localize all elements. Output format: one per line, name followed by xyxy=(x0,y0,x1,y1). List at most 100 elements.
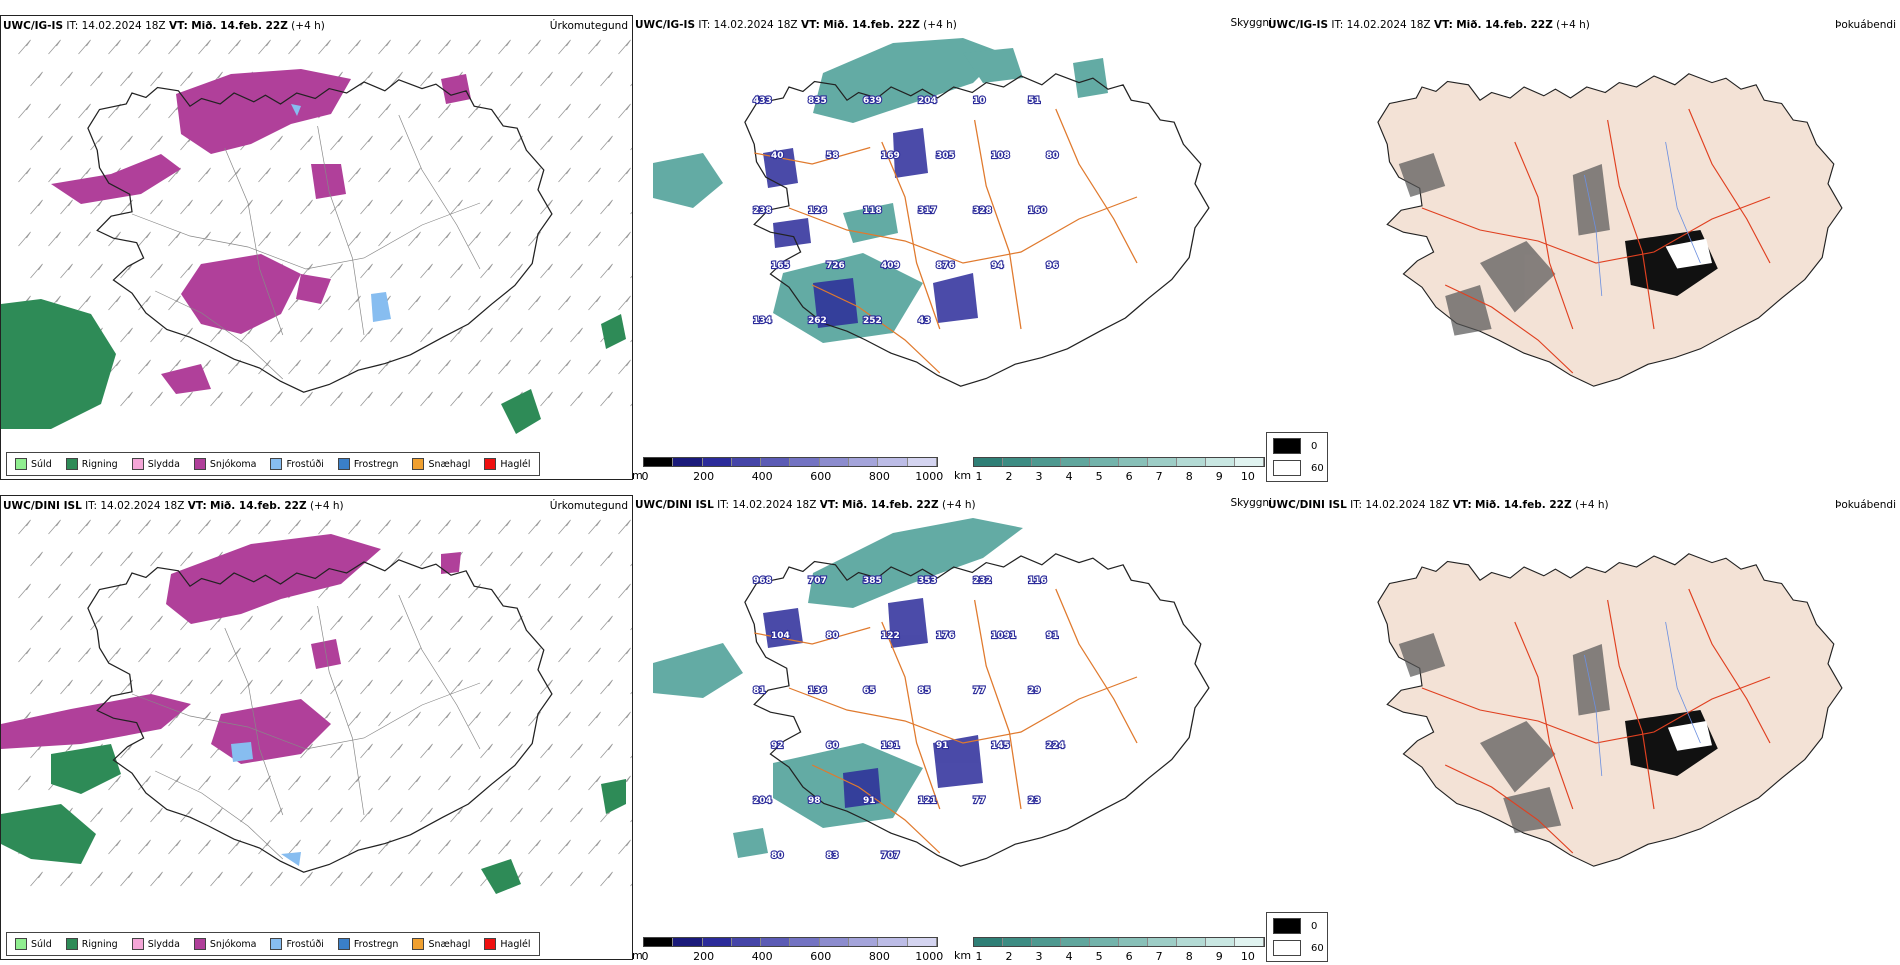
wind-barb xyxy=(60,679,73,695)
wind-barb xyxy=(588,295,601,311)
wind-barb xyxy=(540,743,553,759)
wind-barb xyxy=(468,775,481,791)
wind-barb xyxy=(408,519,421,535)
ceiling-label: 40 xyxy=(771,151,784,161)
wind-barb xyxy=(288,39,301,55)
ceiling-label: 81 xyxy=(753,686,766,696)
wind-barb xyxy=(318,519,331,535)
wind-barb xyxy=(498,295,511,311)
visibility-ticks: 1 2 3 4 5 6 7 8 9 10 xyxy=(975,950,1255,963)
wind-barb xyxy=(558,39,571,55)
cloud-visibility-panel: UWC/IG-IS IT: 14.02.2024 18Z VT: Mið. 14… xyxy=(632,15,1272,483)
wind-barb xyxy=(588,839,601,855)
wind-barb xyxy=(90,263,103,279)
legend-item-suld: Súld xyxy=(15,938,52,950)
wind-barb xyxy=(48,519,61,535)
wind-barb xyxy=(540,71,553,87)
wind-barb xyxy=(18,519,31,535)
wind-barb xyxy=(228,39,241,55)
ceiling-label: 707 xyxy=(881,851,900,861)
wind-barb xyxy=(588,711,601,727)
wind-barb xyxy=(330,615,343,631)
ceiling-label: 968 xyxy=(753,576,772,586)
wind-barb xyxy=(18,231,31,247)
wind-barb xyxy=(120,807,133,823)
wind-barb xyxy=(258,775,271,791)
wind-barb xyxy=(258,839,271,855)
wind-barb xyxy=(468,711,481,727)
legend-item-frostudi: Frostúði xyxy=(270,458,324,470)
wind-barb xyxy=(288,839,301,855)
fog-map xyxy=(1377,553,1843,867)
wind-barb xyxy=(330,391,343,407)
wind-barb xyxy=(600,263,613,279)
wind-barb xyxy=(630,339,632,343)
ceiling-label: 409 xyxy=(881,261,900,271)
wind-barb xyxy=(30,199,43,215)
wind-barb xyxy=(78,519,91,535)
wind-barb xyxy=(630,211,632,215)
wind-barb xyxy=(318,231,331,247)
wind-barb xyxy=(558,775,571,791)
wind-barb xyxy=(498,839,511,855)
ceiling-label: 145 xyxy=(991,741,1010,751)
wind-barb xyxy=(198,167,211,183)
wind-barb xyxy=(480,615,493,631)
panel-header: UWC/IG-IS IT: 14.02.2024 18Z VT: Mið. 14… xyxy=(635,19,957,31)
wind-barb xyxy=(78,295,91,311)
wind-barb xyxy=(630,691,632,695)
wind-barb xyxy=(408,583,421,599)
wind-barb xyxy=(150,871,163,887)
panel-header: UWC/IG-IS IT: 14.02.2024 18Z VT: Mið. 14… xyxy=(3,20,325,32)
wind-barb xyxy=(528,359,541,375)
wind-barb xyxy=(498,231,511,247)
river-network xyxy=(1584,621,1701,777)
wind-barb xyxy=(150,615,163,631)
wind-barb xyxy=(390,71,403,87)
wind-barb xyxy=(468,839,481,855)
ceiling-label: 353 xyxy=(918,576,937,586)
wind-barb xyxy=(450,807,463,823)
wind-barb xyxy=(558,167,571,183)
ceiling-label: 835 xyxy=(808,96,827,106)
wind-barb xyxy=(390,743,403,759)
wind-barb xyxy=(228,519,241,535)
panel-header: UWC/DINI ISL IT: 14.02.2024 18Z VT: Mið.… xyxy=(635,499,976,511)
wind-barb xyxy=(378,647,391,663)
ceiling-label: 91 xyxy=(1046,631,1059,641)
wind-barb xyxy=(60,615,73,631)
wind-barb xyxy=(108,39,121,55)
legend-item-snaehagl: Snæhagl xyxy=(412,938,470,950)
road-network xyxy=(754,588,1138,854)
wind-barb xyxy=(258,519,271,535)
wind-barb xyxy=(450,199,463,215)
wind-barb xyxy=(360,807,373,823)
wind-barb xyxy=(558,839,571,855)
ceiling-label: 126 xyxy=(808,206,827,216)
wind-barb xyxy=(198,39,211,55)
wind-barb xyxy=(510,327,523,343)
wind-barb xyxy=(198,647,211,663)
ceiling-label: 77 xyxy=(973,796,986,806)
ceiling-label: 60 xyxy=(826,741,839,751)
ceiling-labels: 968 707 385 353 232 116 104 80 122 176 1091 91 81 136… xyxy=(752,575,1066,862)
wind-barb xyxy=(288,647,301,663)
wind-barb xyxy=(378,519,391,535)
wind-barb xyxy=(240,871,253,887)
fog-indicator-panel: UWC/IG-IS IT: 14.02.2024 18Z VT: Mið. 14… xyxy=(1266,15,1900,482)
ceiling-label: 224 xyxy=(1046,741,1065,751)
panel-title: Skyggni xyxy=(1230,17,1273,29)
wind-barb xyxy=(420,615,433,631)
wind-barb xyxy=(330,679,343,695)
ceiling-label: 433 xyxy=(753,96,772,106)
wind-barb xyxy=(270,615,283,631)
wind-barb xyxy=(588,583,601,599)
wind-barb xyxy=(480,71,493,87)
wind-barb xyxy=(630,275,632,279)
wind-barb xyxy=(330,807,343,823)
ceiling-label: 238 xyxy=(753,206,772,216)
wind-barb xyxy=(348,359,361,375)
wind-barb xyxy=(420,551,433,567)
legend-item-haglel: Haglél xyxy=(484,938,531,950)
wind-barb xyxy=(378,103,391,119)
